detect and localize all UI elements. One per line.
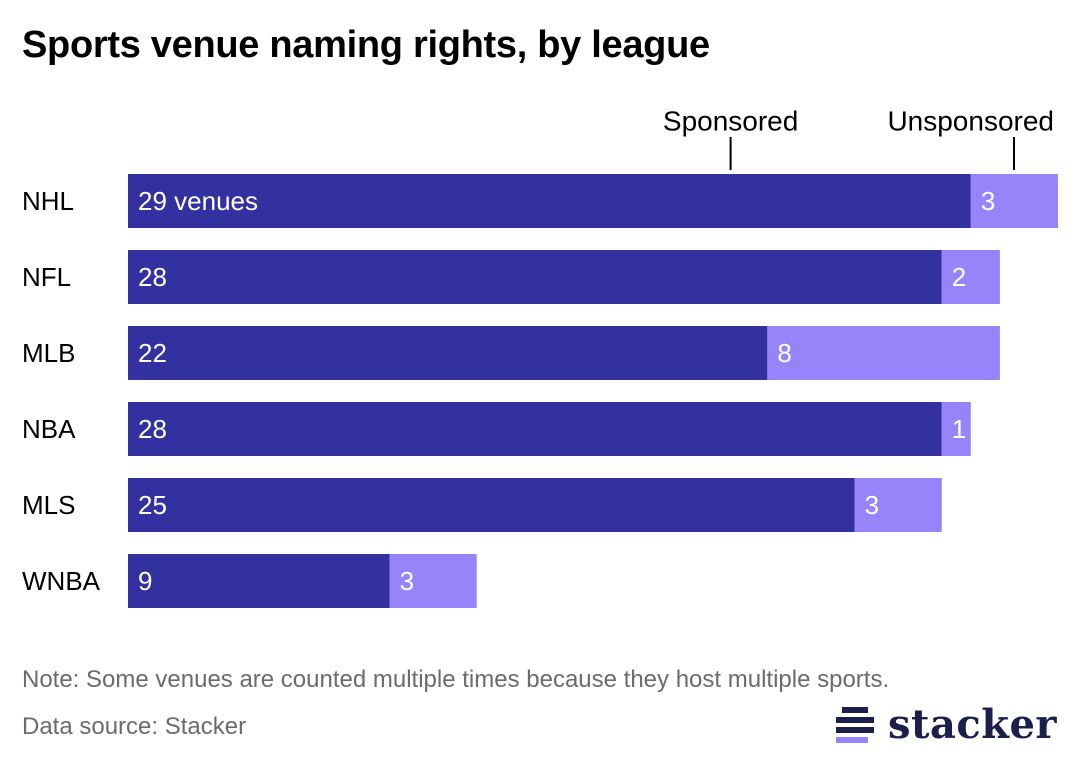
data-label-mlb-sponsored: 22 <box>138 338 167 368</box>
legend-label-unsponsored: Unsponsored <box>887 106 1054 137</box>
stacker-logo-text: stacker <box>888 701 1058 748</box>
data-label-wnba-sponsored: 9 <box>138 566 152 596</box>
stacked-bar-chart: NHL 29 venues Sponsored 3 Unsponsored NFL 28 2 M… <box>22 106 1058 608</box>
category-label-wnba: WNBA <box>22 566 101 596</box>
category-label-nfl: NFL <box>22 262 71 292</box>
data-label-nba-unsponsored: 1 <box>952 414 966 444</box>
chart-title: Sports venue naming rights, by league <box>22 24 710 66</box>
bar-nba-sponsored <box>128 402 942 456</box>
bar-nfl-unsponsored <box>941 250 1000 304</box>
bar-nhl-unsponsored <box>970 174 1058 228</box>
data-source: Data source: Stacker <box>22 713 247 740</box>
data-label-nba-sponsored: 28 <box>138 414 167 444</box>
category-label-mlb: MLB <box>22 338 75 368</box>
bar-nba-unsponsored <box>941 402 971 456</box>
data-label-nfl-unsponsored: 2 <box>952 262 966 292</box>
data-label-mls-unsponsored: 3 <box>865 490 879 520</box>
stacker-logo: stacker <box>836 700 1057 750</box>
data-label-wnba-unsponsored: 3 <box>400 566 414 596</box>
category-label-nhl: NHL <box>22 186 74 216</box>
category-label-mls: MLS <box>22 490 75 520</box>
bar-mlb-unsponsored <box>767 326 1000 380</box>
chart-note: Note: Some venues are counted multiple t… <box>22 666 890 693</box>
data-label-nfl-sponsored: 28 <box>138 262 167 292</box>
data-label-mls-sponsored: 25 <box>138 490 167 520</box>
bar-wnba-sponsored <box>128 554 390 608</box>
data-label-nhl-sponsored: 29 venues <box>138 186 258 216</box>
bar-wnba-unsponsored <box>389 554 477 608</box>
bar-nhl-sponsored <box>128 174 971 228</box>
category-label-nba: NBA <box>22 414 76 444</box>
bar-nfl-sponsored <box>128 250 942 304</box>
data-label-mlb-unsponsored: 8 <box>777 338 791 368</box>
legend-label-sponsored: Sponsored <box>663 106 798 137</box>
data-label-nhl-unsponsored: 3 <box>981 186 995 216</box>
stacker-stripes-logo-icon <box>836 707 874 743</box>
bar-mls-sponsored <box>128 478 855 532</box>
bar-mlb-sponsored <box>128 326 768 380</box>
bar-mls-unsponsored <box>854 478 942 532</box>
